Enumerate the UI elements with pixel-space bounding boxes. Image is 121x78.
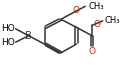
Text: CH₃: CH₃: [105, 16, 120, 25]
Text: B: B: [25, 31, 32, 41]
Text: O: O: [93, 20, 100, 29]
Text: HO: HO: [1, 38, 15, 47]
Text: O: O: [89, 47, 96, 56]
Text: O: O: [73, 6, 80, 15]
Text: CH₃: CH₃: [88, 2, 104, 11]
Text: HO: HO: [1, 24, 15, 33]
